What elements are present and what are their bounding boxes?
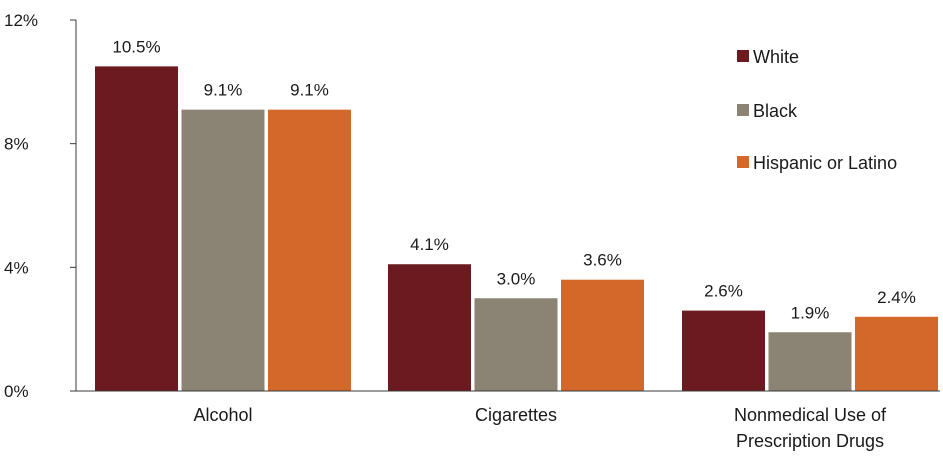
bar-value-label: 9.1%	[204, 81, 243, 100]
y-tick-label: 4%	[4, 258, 29, 277]
legend-swatch	[737, 104, 749, 116]
y-axis: 0% 4% 8% 12%	[4, 11, 77, 401]
bar-value-label: 2.4%	[877, 288, 916, 307]
bar-hispanic-or-latino-nonmedical-use-of-prescription-drugs	[855, 316, 938, 391]
bars	[95, 66, 938, 392]
bar-value-label: 4.1%	[410, 235, 449, 254]
legend-swatch	[737, 156, 749, 168]
bar-value-label: 10.5%	[112, 37, 160, 56]
bar-black-nonmedical-use-of-prescription-drugs	[768, 332, 852, 391]
legend-label: White	[753, 47, 799, 67]
x-axis: Alcohol Cigarettes Nonmedical Use of Prescr…	[76, 390, 940, 451]
bar-value-label: 2.6%	[704, 282, 743, 301]
bar-white-alcohol	[95, 66, 178, 391]
legend-label: Hispanic or Latino	[753, 153, 897, 173]
bar-value-label: 3.0%	[497, 269, 536, 288]
bar-black-alcohol	[181, 109, 265, 392]
legend-swatch	[737, 50, 749, 62]
bar-black-cigarettes	[474, 298, 558, 391]
bar-value-labels: 10.5% 9.1% 9.1% 4.1% 3.0% 3.6% 2.6% 1.9% 2.4%	[112, 37, 915, 322]
x-category-label: Nonmedical Use of	[734, 405, 887, 425]
bar-value-label: 1.9%	[791, 303, 830, 322]
bar-value-label: 3.6%	[583, 251, 622, 270]
y-tick-label: 8%	[4, 135, 29, 154]
bar-white-nonmedical-use-of-prescription-drugs	[682, 310, 765, 391]
legend-label: Black	[753, 101, 798, 121]
bar-white-cigarettes	[388, 264, 471, 391]
bar-hispanic-or-latino-cigarettes	[561, 279, 644, 391]
x-category-label: Cigarettes	[475, 405, 557, 425]
x-category-label: Alcohol	[193, 405, 252, 425]
y-tick-label: 12%	[4, 11, 38, 30]
bar-hispanic-or-latino-alcohol	[268, 109, 351, 392]
x-category-label: Prescription Drugs	[736, 431, 884, 451]
legend: White Black Hispanic or Latino	[737, 47, 897, 173]
y-tick-label: 0%	[4, 382, 29, 401]
bar-value-label: 9.1%	[290, 81, 329, 100]
